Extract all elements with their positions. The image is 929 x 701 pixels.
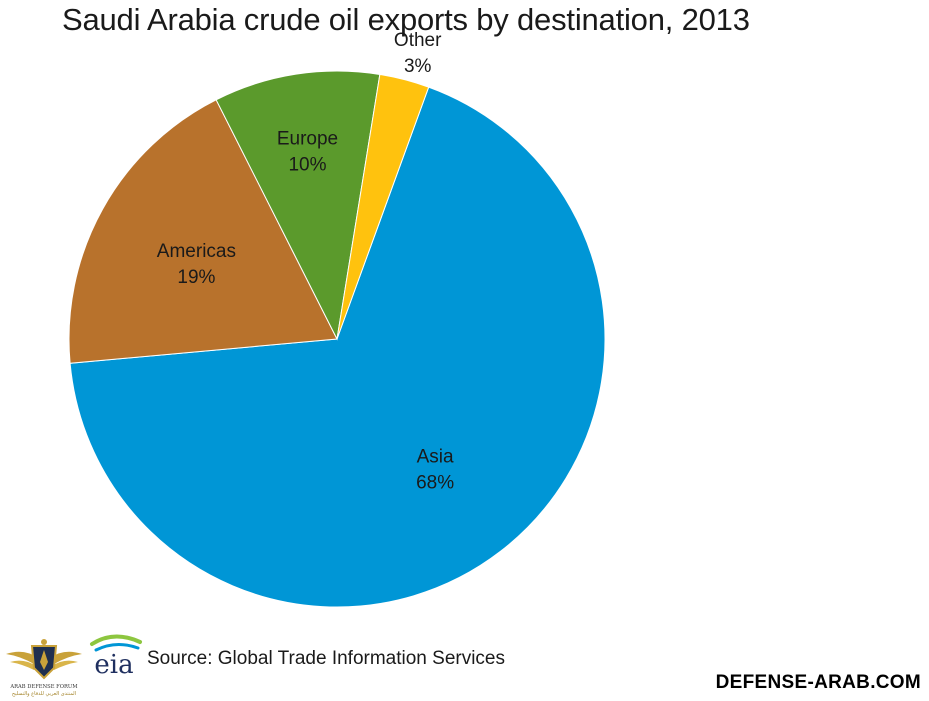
slice-label-americas: Americas: [157, 241, 236, 262]
forum-logo-line-1: ARAB DEFENSE FORUM: [9, 684, 78, 690]
forum-emblem-icon: ARAB DEFENSE FORUM المنتدى العربي للدفاع…: [6, 639, 82, 697]
forum-logo-line-2: المنتدى العربي للدفاع والتسليح: [12, 691, 76, 697]
pie-slice-asia: [69, 86, 606, 608]
eia-logo-icon: eia: [90, 634, 142, 678]
slice-label-asia: Asia: [417, 446, 454, 467]
pie-slice-americas: [68, 99, 338, 364]
slice-value-other: 3%: [404, 56, 432, 77]
slice-label-europe: Europe: [277, 128, 338, 149]
slice-label-other: Other: [394, 30, 442, 51]
pie-slice-other: [336, 73, 430, 340]
slice-value-asia: 68%: [416, 472, 454, 493]
slice-value-europe: 10%: [288, 154, 326, 175]
pie-slices: [68, 70, 606, 608]
slice-value-americas: 19%: [177, 267, 215, 288]
eia-logo-text: eia: [94, 650, 133, 678]
pie-slice-europe: [215, 70, 381, 341]
chart-title: Saudi Arabia crude oil exports by destin…: [62, 2, 750, 37]
pie-labels: Asia 68% Americas 19% Europe 10% Other 3%: [157, 30, 454, 493]
source-note: Source: Global Trade Information Service…: [147, 648, 506, 669]
watermark: DEFENSE-ARAB.COM: [715, 672, 921, 693]
